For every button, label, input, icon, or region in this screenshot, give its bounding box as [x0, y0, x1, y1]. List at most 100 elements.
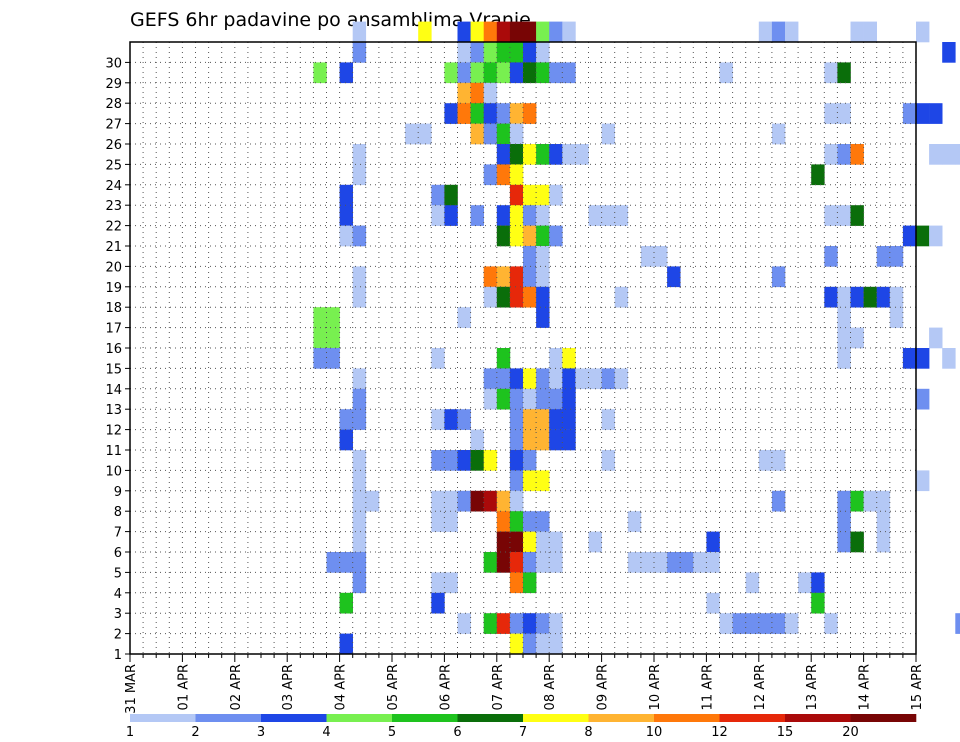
- heatmap-cell: [339, 552, 353, 573]
- heatmap-cell: [523, 225, 537, 247]
- heatmap-cell: [771, 21, 786, 43]
- x-tick-label: 01 APR: [176, 664, 191, 710]
- heatmap-cell: [470, 490, 484, 512]
- heatmap-cell: [431, 348, 445, 369]
- heatmap-cell: [470, 82, 484, 104]
- heatmap-cell: [509, 266, 524, 288]
- heatmap-cell: [824, 103, 838, 124]
- heatmap-cell: [536, 470, 550, 492]
- y-tick-label: 28: [105, 97, 122, 112]
- heatmap-cell: [706, 592, 720, 614]
- heatmap-cell: [523, 286, 537, 308]
- heatmap-cell: [863, 490, 877, 512]
- heatmap-cell: [339, 409, 353, 430]
- heatmap-cell: [549, 409, 563, 430]
- y-tick-label: 23: [105, 199, 122, 214]
- y-tick-label: 27: [105, 118, 122, 133]
- heatmap-cell: [916, 470, 930, 492]
- heatmap-cell: [614, 286, 629, 308]
- heatmap-cell: [850, 144, 864, 165]
- colorbar-tick-label: 12: [711, 725, 728, 740]
- heatmap-cell: [549, 21, 563, 43]
- heatmap-cell: [509, 103, 524, 124]
- heatmap-cell: [509, 633, 524, 655]
- y-tick-label: 18: [105, 301, 122, 316]
- heatmap-cell: [523, 531, 537, 553]
- heatmap-cell: [693, 552, 707, 573]
- colorbar-swatch: [326, 714, 393, 722]
- heatmap-cell: [640, 552, 655, 573]
- heatmap-cell: [916, 225, 930, 247]
- heatmap-cell: [863, 286, 877, 308]
- heatmap-cell: [536, 184, 550, 206]
- heatmap-cell: [496, 490, 511, 512]
- heatmap-cell: [588, 531, 602, 553]
- heatmap-cell: [876, 246, 891, 267]
- heatmap-cell: [496, 144, 511, 165]
- colorbar-swatch: [850, 714, 917, 722]
- heatmap-cell: [955, 144, 960, 165]
- heatmap-cell: [326, 307, 340, 328]
- heatmap-cell: [536, 368, 550, 390]
- heatmap-cell: [352, 144, 367, 165]
- heatmap-cell: [863, 21, 877, 43]
- heatmap-cell: [562, 144, 576, 165]
- heatmap-cell: [483, 103, 498, 124]
- heatmap-cell: [523, 572, 537, 594]
- heatmap-cell: [523, 42, 537, 63]
- heatmap-cell: [339, 205, 353, 226]
- heatmap-cell: [352, 450, 367, 471]
- heatmap-cell: [523, 368, 537, 390]
- heatmap-cell: [523, 205, 537, 226]
- heatmap-cell: [509, 450, 524, 471]
- heatmap-cell: [431, 184, 445, 206]
- heatmap-cell: [667, 266, 681, 288]
- heatmap-cell: [431, 450, 445, 471]
- heatmap-cell: [470, 205, 484, 226]
- heatmap-cell: [470, 123, 484, 145]
- heatmap-cell: [837, 531, 851, 553]
- heatmap-cell: [562, 429, 576, 451]
- y-tick-label: 30: [105, 56, 122, 71]
- heatmap-cell: [509, 164, 524, 186]
- heatmap-cell: [627, 511, 642, 532]
- heatmap-cell: [758, 21, 773, 43]
- heatmap-cell: [509, 21, 524, 43]
- heatmap-cell: [929, 103, 943, 124]
- heatmap-cell: [339, 225, 353, 247]
- heatmap-cell: [431, 572, 445, 594]
- heatmap-cell: [588, 205, 602, 226]
- heatmap-cell: [523, 144, 537, 165]
- heatmap-cell: [509, 429, 524, 451]
- heatmap-cell: [562, 368, 576, 390]
- heatmap-cell: [509, 62, 524, 84]
- heatmap-cell: [549, 225, 563, 247]
- colorbar-tick-label: 3: [257, 725, 265, 740]
- heatmap-cell: [496, 348, 511, 369]
- heatmap-cell: [850, 21, 864, 43]
- heatmap-cell: [457, 103, 471, 124]
- heatmap-cell: [601, 123, 615, 145]
- colorbar-swatch: [523, 714, 589, 722]
- heatmap-cell: [536, 613, 550, 634]
- heatmap-cell: [785, 613, 799, 634]
- heatmap-cell: [771, 266, 786, 288]
- heatmap-cell: [313, 307, 327, 328]
- heatmap-cell: [837, 144, 851, 165]
- heatmap-cell: [509, 388, 524, 410]
- heatmap-cell: [470, 103, 484, 124]
- heatmap-cell: [483, 21, 498, 43]
- heatmap-cell: [536, 266, 550, 288]
- heatmap-cell: [902, 103, 917, 124]
- heatmap-cell: [509, 368, 524, 390]
- heatmap-cell: [562, 409, 576, 430]
- heatmap-cell: [339, 429, 353, 451]
- heatmap-cell: [418, 21, 432, 43]
- heatmap-cell: [575, 144, 589, 165]
- colorbar-swatch: [457, 714, 524, 722]
- heatmap-cell: [431, 205, 445, 226]
- y-tick-label: 10: [105, 464, 122, 479]
- heatmap-cell: [523, 266, 537, 288]
- heatmap-cell: [536, 144, 550, 165]
